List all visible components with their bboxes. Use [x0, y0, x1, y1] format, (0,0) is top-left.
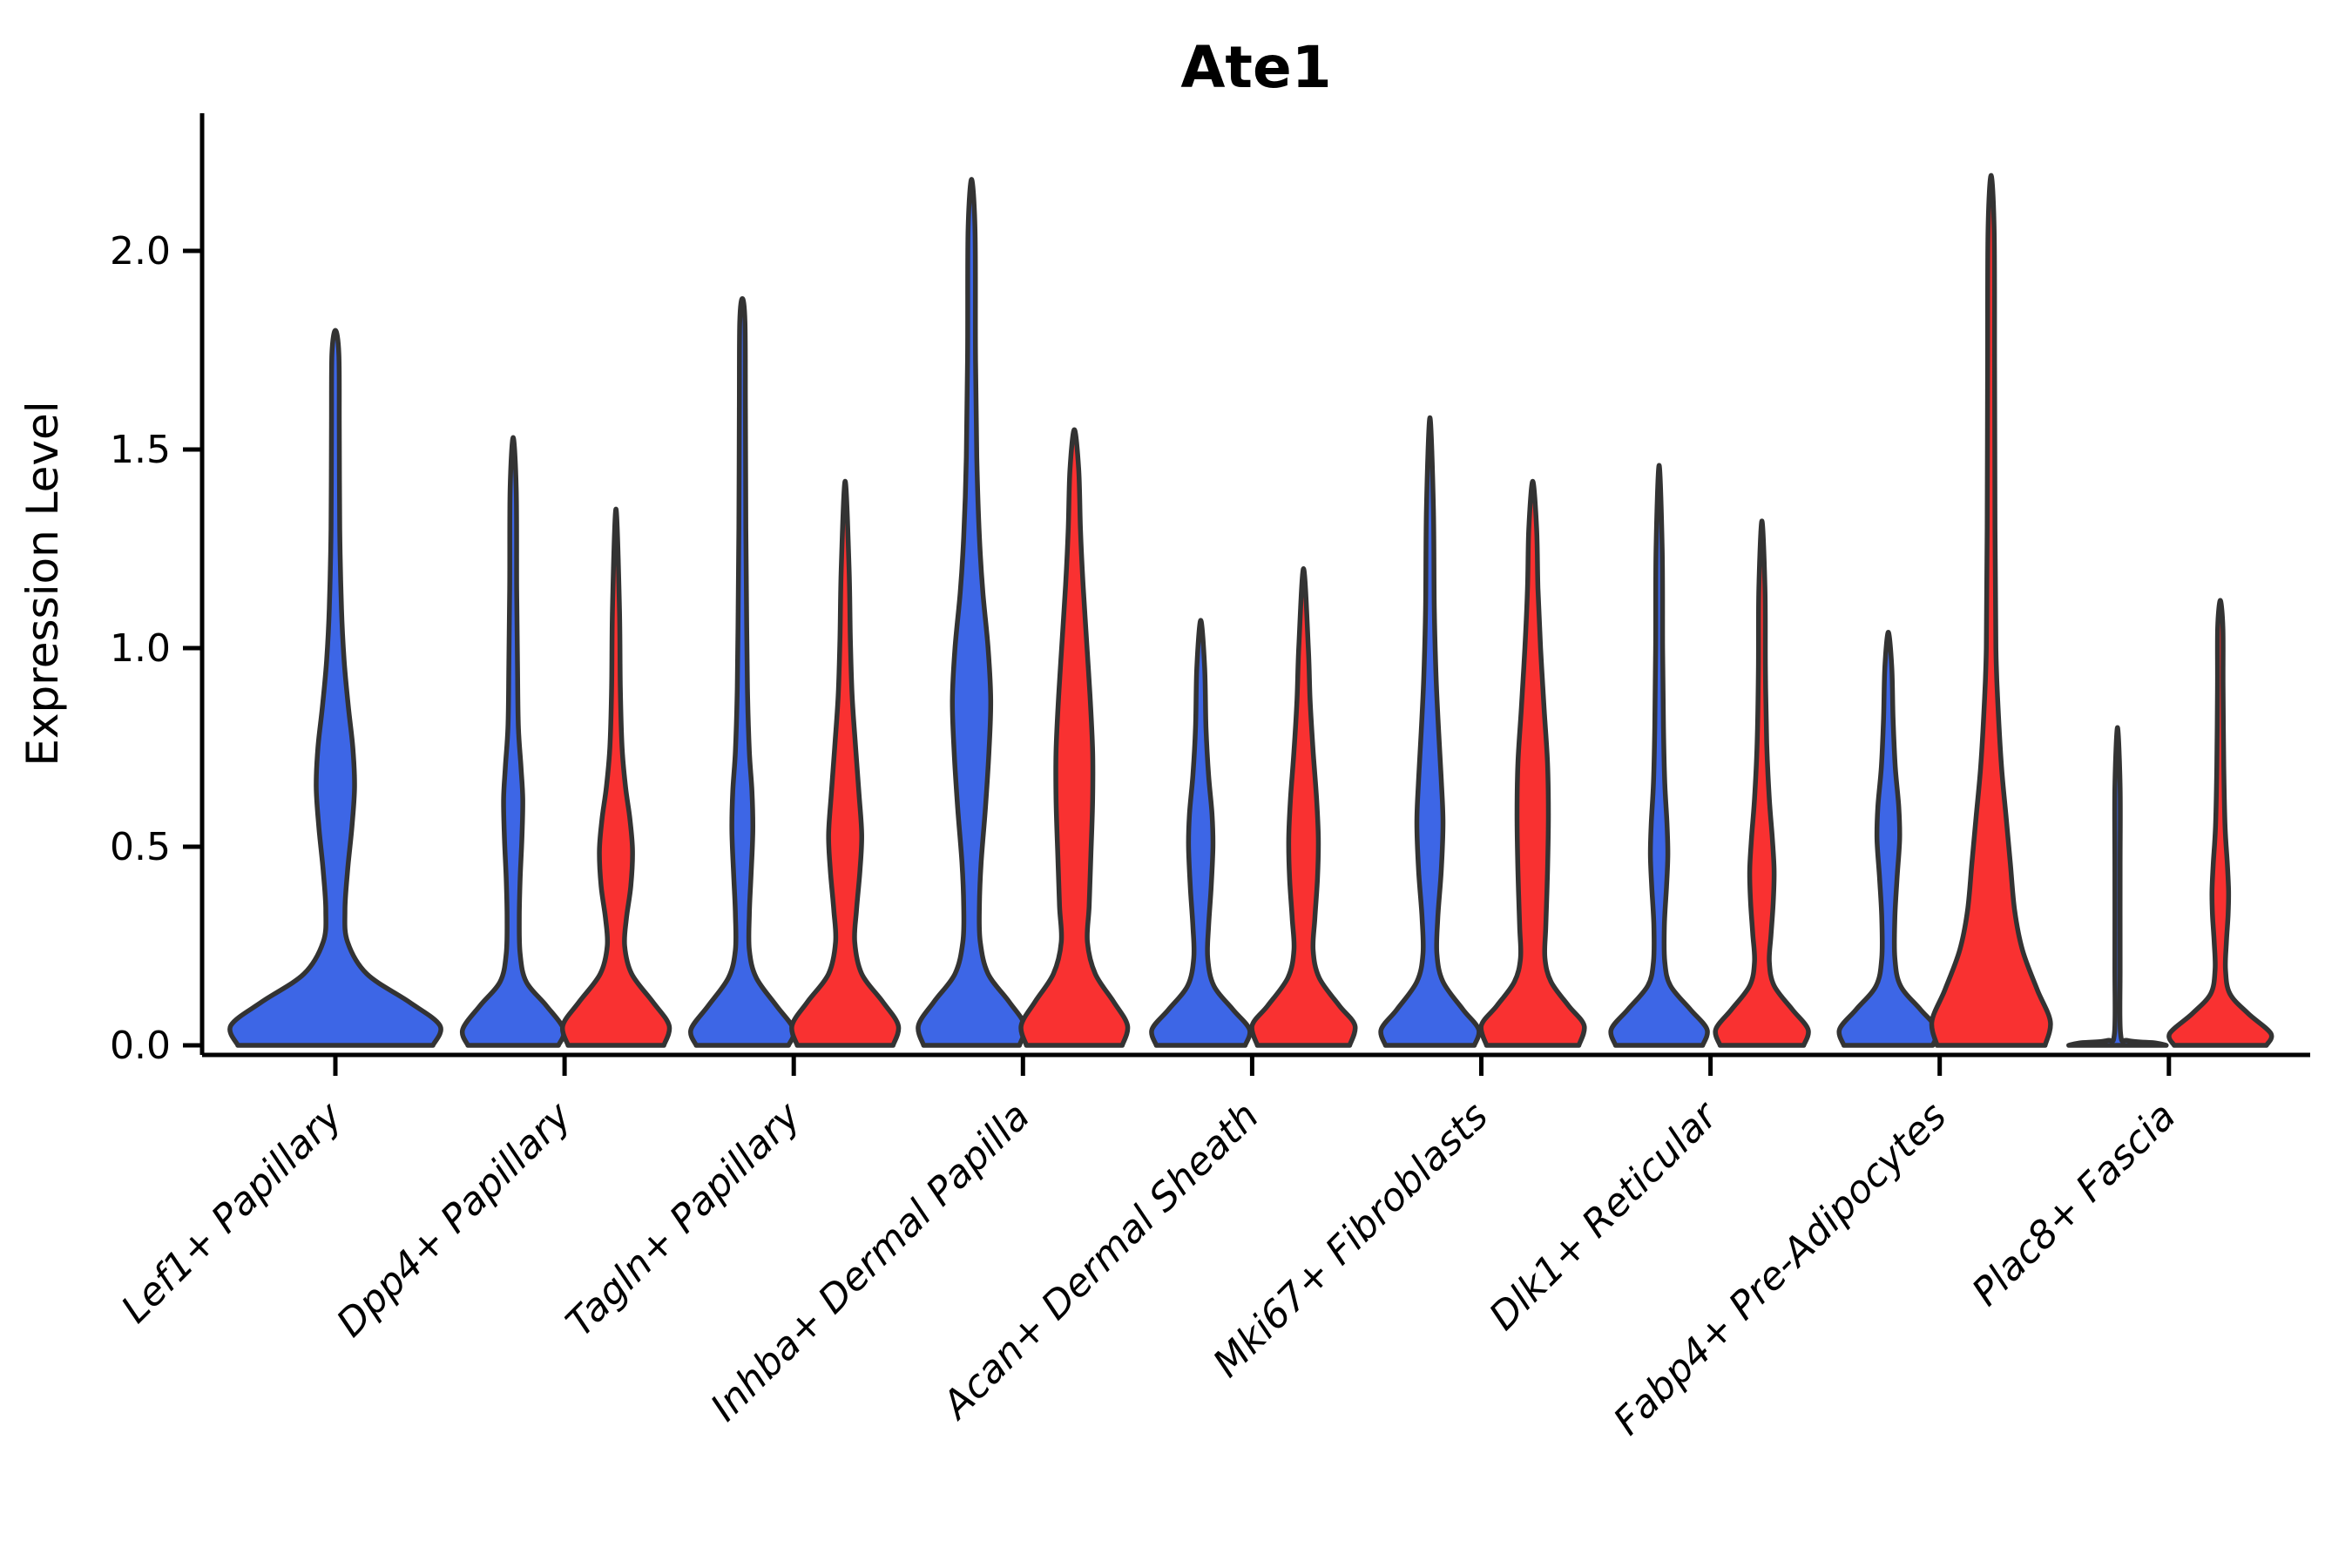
violin-layer [227, 172, 2274, 1048]
x-tick-label-dpp4-papillary: Dpp4+ Papillary [328, 1093, 581, 1346]
y-tick-label-2.0: 2.0 [110, 229, 171, 274]
violin-dlk1-reticular-red [1713, 518, 1811, 1048]
violin-acan-dermal-sheath-red [1249, 566, 1358, 1048]
y-tick-label-1.5: 1.5 [110, 428, 171, 472]
y-tick-label-1.0: 1.0 [110, 626, 171, 671]
violin-fabp4-pre-adipocytes-red [1929, 172, 2053, 1048]
violin-inhba-dermal-papilla-blue [916, 177, 1028, 1048]
axes-layer: 0.0 0.5 1.0 1.5 2.0 [110, 113, 2310, 1076]
violin-tagln-papillary-red [789, 478, 902, 1048]
x-tick-label-dlk1-reticular: Dlk1+ Reticular [1481, 1092, 1727, 1339]
violin-fabp4-pre-adipocytes-blue [1836, 630, 1940, 1048]
violin-dlk1-reticular-blue [1608, 463, 1710, 1048]
violin-lef1-papillary-blue [227, 328, 443, 1048]
violin-plac8-fascia-blue [2066, 725, 2169, 1048]
violin-mki67-fibroblasts-blue [1378, 415, 1482, 1048]
chart-title: Ate1 [1180, 34, 1331, 101]
x-tick-label-tagln-papillary: Tagln+ Papillary [558, 1093, 809, 1345]
y-tick-label-0.5: 0.5 [110, 825, 171, 869]
y-axis-label: Expression Level [17, 401, 68, 766]
violin-acan-dermal-sheath-blue [1149, 618, 1253, 1048]
violin-mki67-fibroblasts-red [1478, 478, 1587, 1048]
violin-dpp4-papillary-red [559, 506, 672, 1048]
violin-dpp4-papillary-blue [459, 435, 567, 1048]
x-tick-label-lef1-papillary: Lef1+ Papillary [113, 1093, 352, 1332]
y-tick-label-0.0: 0.0 [110, 1024, 171, 1068]
violin-plac8-fascia-red [2166, 598, 2274, 1048]
violin-inhba-dermal-papilla-red [1018, 427, 1131, 1048]
x-tick-label-plac8-fascia: Plac8+ Fascia [1963, 1094, 2184, 1315]
violin-tagln-papillary-blue [688, 295, 797, 1048]
